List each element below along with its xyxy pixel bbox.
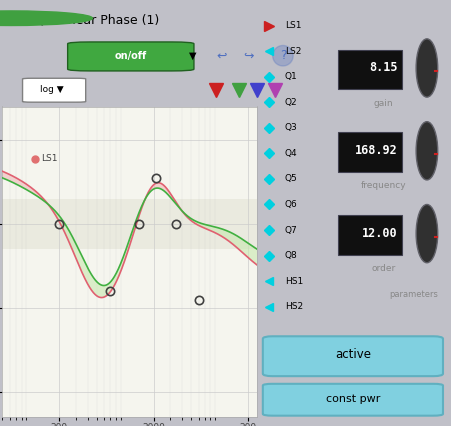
- Text: LS2: LS2: [285, 46, 301, 56]
- FancyBboxPatch shape: [338, 49, 402, 89]
- Circle shape: [416, 39, 438, 97]
- FancyBboxPatch shape: [263, 384, 443, 416]
- Text: log ▼: log ▼: [40, 85, 64, 95]
- Text: 168.92: 168.92: [355, 144, 398, 157]
- Text: Q5: Q5: [285, 174, 298, 184]
- FancyBboxPatch shape: [68, 42, 194, 71]
- Text: Q2: Q2: [285, 98, 297, 107]
- Circle shape: [0, 11, 92, 26]
- Text: order: order: [372, 264, 396, 273]
- Text: Q1: Q1: [285, 72, 298, 81]
- Text: 8.15: 8.15: [369, 61, 398, 75]
- Text: EQ - Linear Phase (1): EQ - Linear Phase (1): [27, 14, 159, 27]
- Text: LS1: LS1: [285, 21, 301, 30]
- Text: HS1: HS1: [285, 276, 303, 286]
- Text: Q8: Q8: [285, 251, 298, 260]
- FancyBboxPatch shape: [23, 78, 86, 102]
- Text: on/off: on/off: [115, 51, 147, 61]
- Text: Q3: Q3: [285, 123, 298, 132]
- Text: ▼: ▼: [189, 51, 197, 61]
- Text: Q6: Q6: [285, 200, 298, 209]
- FancyBboxPatch shape: [338, 132, 402, 172]
- Text: Q7: Q7: [285, 225, 298, 235]
- Bar: [2, 199, 257, 249]
- FancyBboxPatch shape: [338, 215, 402, 255]
- Text: 12.00: 12.00: [362, 227, 398, 240]
- Circle shape: [416, 204, 438, 263]
- Text: HS2: HS2: [285, 302, 303, 311]
- Text: active: active: [335, 348, 371, 361]
- Text: ↩: ↩: [216, 49, 227, 62]
- Text: Q4: Q4: [285, 149, 297, 158]
- Text: ↪: ↪: [244, 49, 254, 62]
- Circle shape: [416, 122, 438, 180]
- FancyBboxPatch shape: [263, 336, 443, 376]
- Text: parameters: parameters: [389, 291, 438, 299]
- Text: frequency: frequency: [361, 181, 406, 190]
- Text: gain: gain: [374, 99, 394, 108]
- Text: LS1: LS1: [41, 154, 58, 163]
- Text: const pwr: const pwr: [326, 394, 380, 404]
- Text: ?: ?: [280, 49, 286, 62]
